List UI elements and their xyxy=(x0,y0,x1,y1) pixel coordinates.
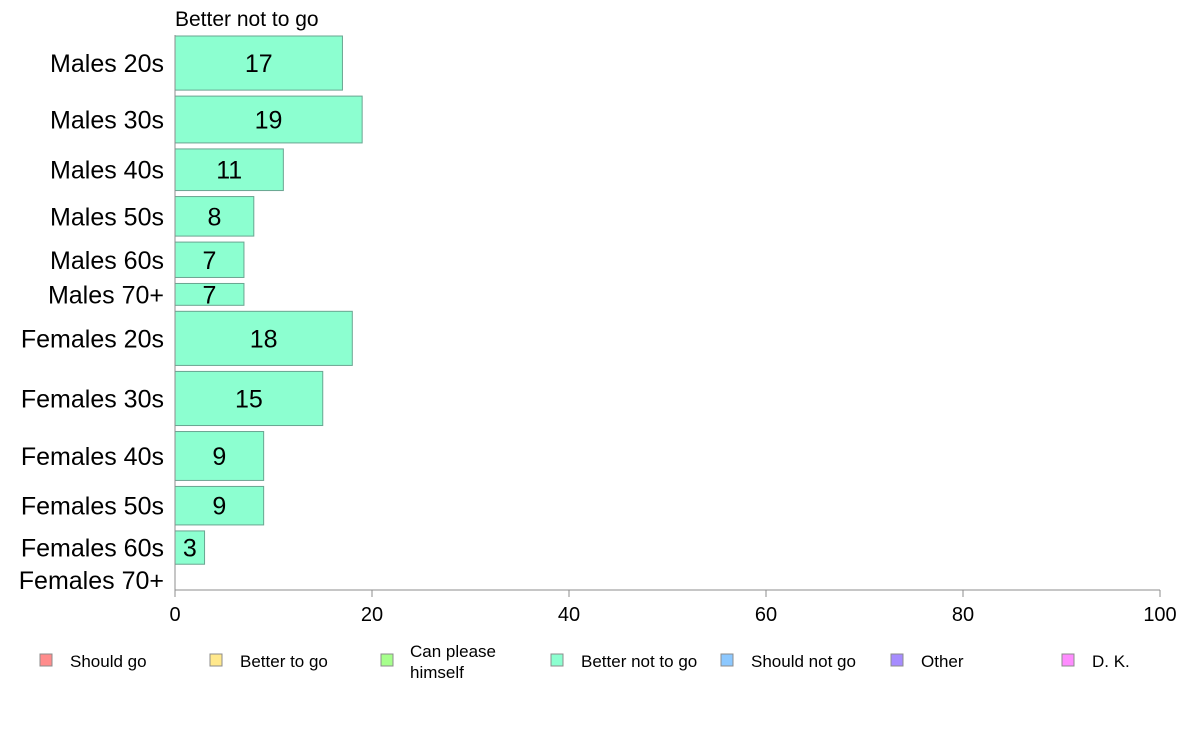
category-label: Males 30s xyxy=(50,107,164,135)
legend-label: Other xyxy=(921,652,964,671)
category-label: Females 40s xyxy=(21,443,164,471)
data-label: 18 xyxy=(250,325,278,353)
legend-swatch xyxy=(209,653,223,667)
category-label: Females 20s xyxy=(21,325,164,353)
legend-label: D. K. xyxy=(1092,652,1130,671)
category-label: Females 70+ xyxy=(19,567,164,595)
category-label: Females 50s xyxy=(21,493,164,521)
legend-swatch xyxy=(720,653,734,667)
category-label: Males 50s xyxy=(50,203,164,231)
legend-swatch xyxy=(39,653,53,667)
chart-title: Better not to go xyxy=(175,8,319,31)
category-label: Females 60s xyxy=(21,535,164,563)
legend-label: Can please xyxy=(410,642,496,661)
data-label: 15 xyxy=(235,385,263,413)
legend-label: Better not to go xyxy=(581,652,697,671)
legend-swatch xyxy=(380,653,394,667)
legend-swatch xyxy=(550,653,564,667)
x-tick-label: 80 xyxy=(952,604,974,626)
bar xyxy=(174,35,343,91)
legend-label: himself xyxy=(410,663,464,682)
data-label: 3 xyxy=(183,535,197,563)
legend-swatch xyxy=(1061,653,1075,667)
x-tick-label: 0 xyxy=(169,604,180,626)
data-label: 7 xyxy=(203,247,217,275)
data-label: 11 xyxy=(216,157,242,185)
bar xyxy=(174,148,284,192)
data-label: 9 xyxy=(212,493,226,521)
bar xyxy=(174,241,245,278)
data-label: 8 xyxy=(207,203,221,231)
bar xyxy=(174,95,363,144)
bar xyxy=(174,310,353,366)
data-label: 9 xyxy=(212,443,226,471)
legend-swatch xyxy=(890,653,904,667)
category-label: Males 70+ xyxy=(48,281,164,309)
category-label: Males 60s xyxy=(50,247,164,275)
x-tick-label: 60 xyxy=(755,604,777,626)
x-tick-label: 40 xyxy=(558,604,580,626)
legend-label: Should not go xyxy=(751,652,856,671)
bar xyxy=(174,196,255,237)
x-tick-label: 100 xyxy=(1143,604,1176,626)
x-tick-label: 20 xyxy=(361,604,383,626)
category-label: Males 40s xyxy=(50,157,164,185)
data-label: 17 xyxy=(245,50,273,78)
legend-label: Better to go xyxy=(240,652,328,671)
bar xyxy=(174,370,324,427)
data-label: 7 xyxy=(203,281,217,309)
category-label: Males 20s xyxy=(50,50,164,78)
category-label: Females 30s xyxy=(21,385,164,413)
legend-label: Should go xyxy=(70,652,147,671)
data-label: 19 xyxy=(255,107,283,135)
